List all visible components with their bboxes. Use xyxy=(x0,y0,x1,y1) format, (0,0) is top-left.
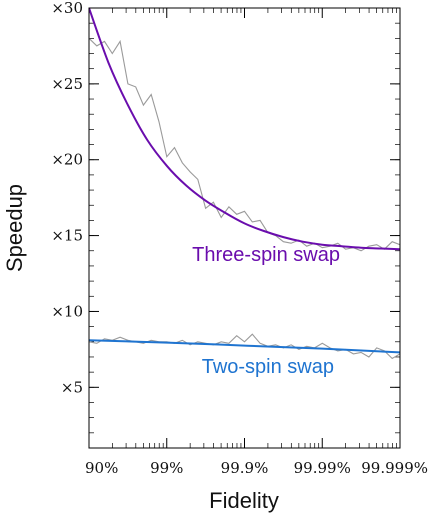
x-axis-title: Fidelity xyxy=(209,488,279,513)
raw-line-two-spin-swap xyxy=(89,333,400,360)
raw-line-three-spin-swap xyxy=(89,37,400,252)
y-tick-label: ×15 xyxy=(51,227,83,245)
y-tick-label: ×25 xyxy=(51,75,83,93)
y-tick-label: ×30 xyxy=(51,0,83,17)
x-tick-label: 99.9% xyxy=(221,459,269,477)
y-tick-label: ×5 xyxy=(61,378,83,396)
fit-curve-three-spin-swap xyxy=(89,8,400,251)
series-label-two-spin-swap: Two-spin swap xyxy=(202,356,334,378)
raw-data-lines xyxy=(89,37,400,360)
x-tick-label: 99.99% xyxy=(294,459,351,477)
y-tick-label: ×20 xyxy=(51,151,83,169)
fit-curve-two-spin-swap xyxy=(89,339,400,354)
x-tick-label: 99.999% xyxy=(361,459,428,477)
fit-curves xyxy=(89,8,400,354)
series-label-three-spin-swap: Three-spin swap xyxy=(192,244,340,266)
x-tick-label: 99% xyxy=(150,459,183,477)
plot-frame xyxy=(88,7,401,449)
y-tick-label: ×10 xyxy=(51,302,83,320)
x-tick-label: 90% xyxy=(85,459,118,477)
axis-ticks xyxy=(88,7,401,449)
y-axis-title: Speedup xyxy=(2,184,27,272)
tick-labels: ×5 ×10 ×15 ×20 ×25 ×30 90% 99% 99.9% 99.99% 99.999… xyxy=(51,0,428,477)
